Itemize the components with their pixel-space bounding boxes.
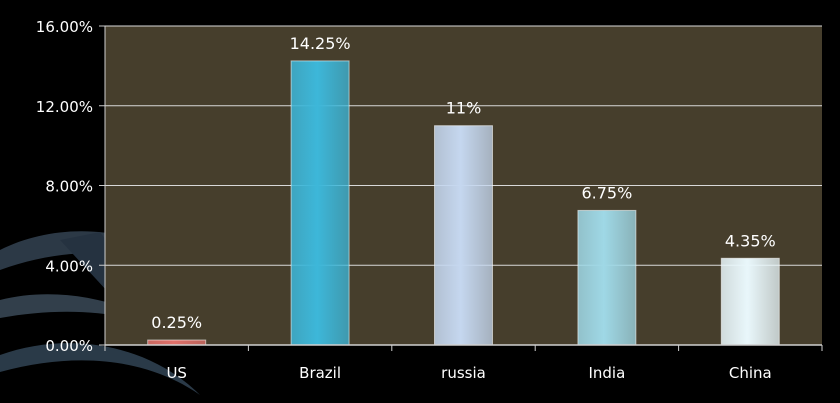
y-tick-label: 8.00% — [45, 178, 93, 196]
bar-brazil — [290, 60, 350, 346]
bar-india — [577, 209, 637, 346]
x-category-label-china: China — [729, 364, 772, 382]
axes — [104, 26, 823, 351]
data-label-russia: 11% — [446, 99, 482, 118]
data-label-china: 4.35% — [725, 231, 776, 250]
y-tick-labels: 0.00% 4.00% 8.00% 12.00% 16.00% — [36, 18, 93, 355]
data-label-india: 6.75% — [581, 183, 632, 202]
x-category-label-us: US — [166, 364, 187, 382]
y-tick-label: 0.00% — [45, 337, 93, 355]
x-category-label-russia: russia — [441, 364, 486, 382]
data-label-brazil: 14.25% — [290, 34, 351, 53]
data-labels: 0.25% 14.25% 11% 6.75% 4.35% — [151, 34, 775, 332]
x-category-labels: US Brazil russia India China — [166, 364, 771, 382]
y-tick-label: 4.00% — [45, 257, 93, 275]
x-category-label-brazil: Brazil — [299, 364, 341, 382]
bar-russia — [434, 125, 493, 346]
bar-china — [720, 257, 780, 346]
y-tick-label: 16.00% — [36, 18, 93, 36]
bars — [147, 60, 780, 346]
x-category-label-india: India — [588, 364, 625, 382]
y-tick-label: 12.00% — [36, 98, 93, 116]
data-label-us: 0.25% — [151, 313, 202, 332]
